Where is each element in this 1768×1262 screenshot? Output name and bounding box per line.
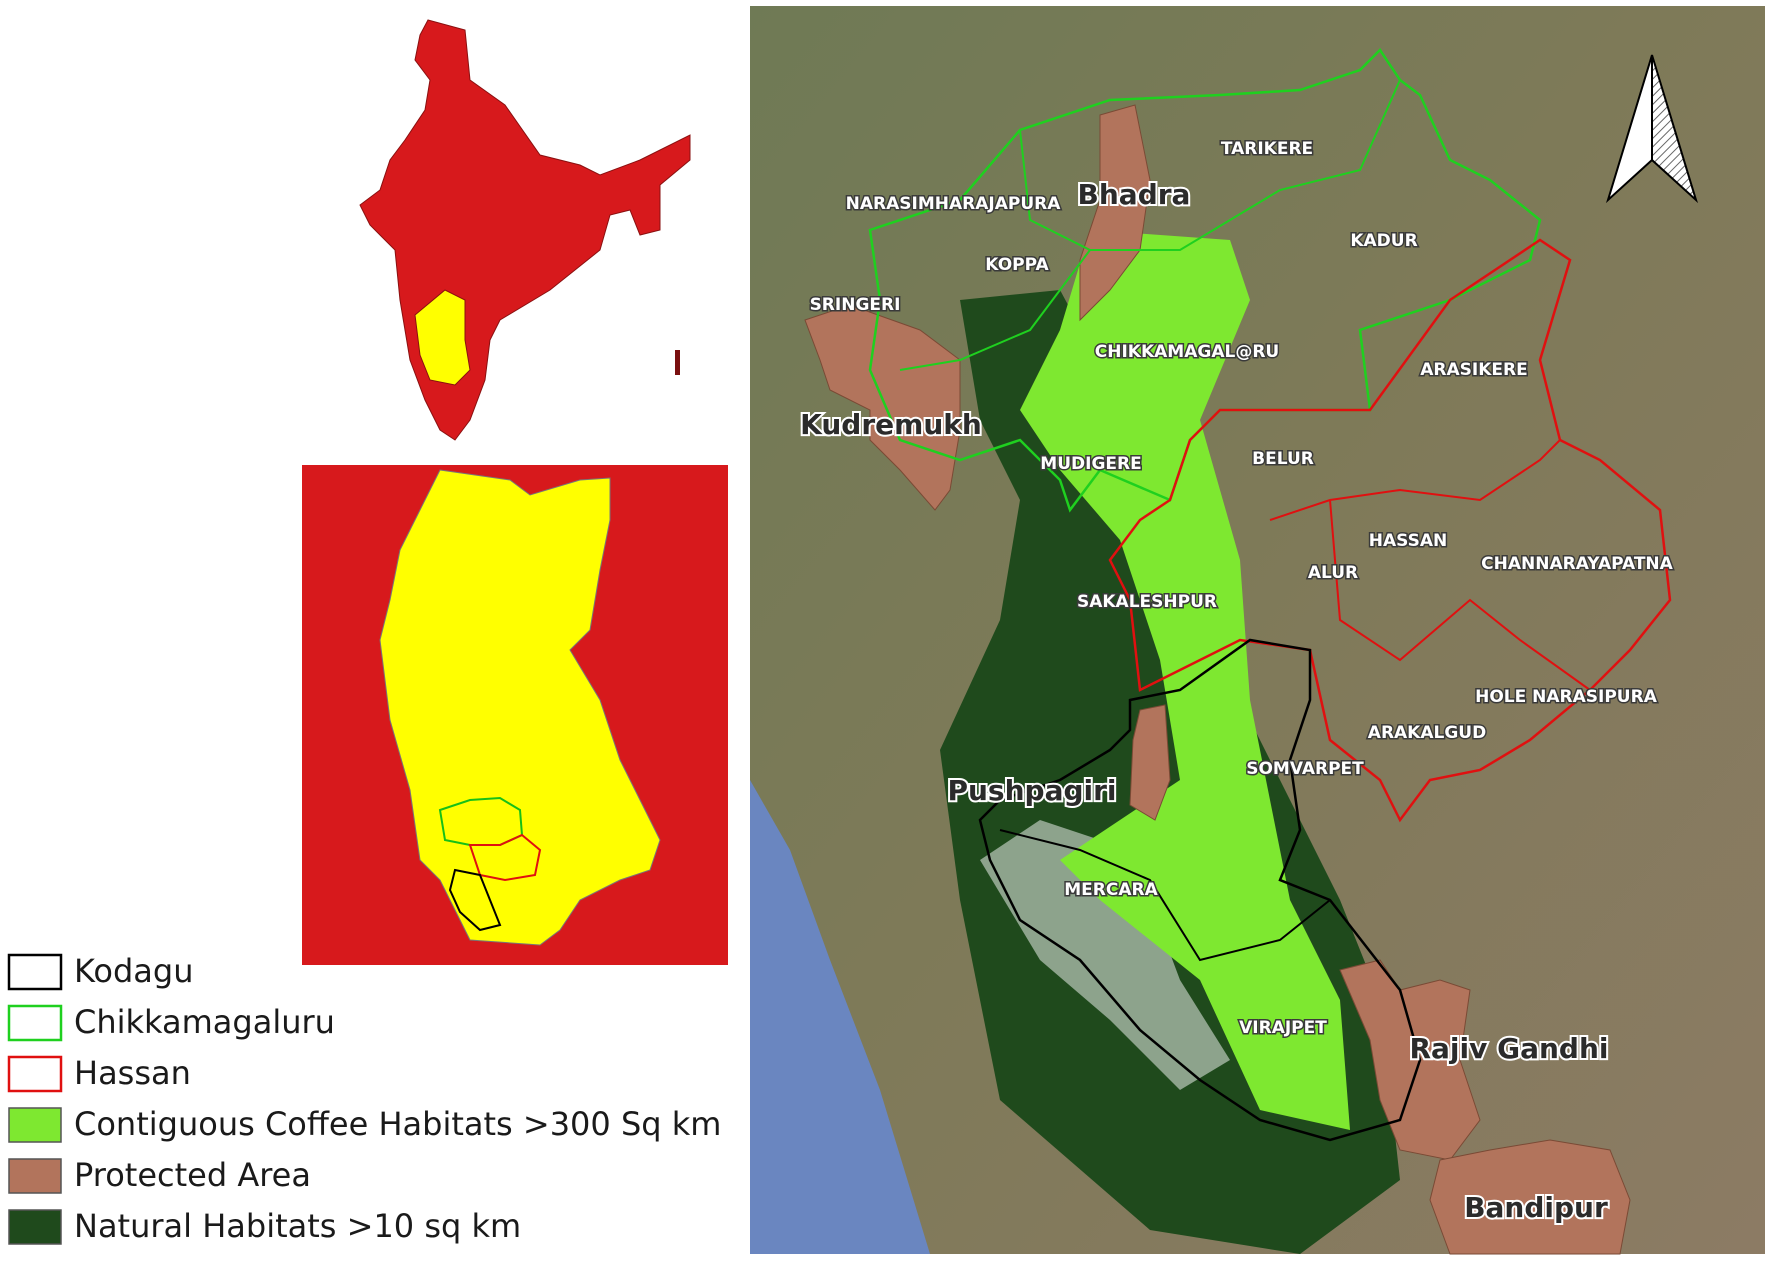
legend-swatch [8,1209,62,1245]
taluk-label: SAKALESHPUR [1077,592,1217,612]
protected-area-label: Bhadra [1078,178,1191,211]
kodagu-outline-small [448,868,502,932]
chikkamagaluru-taluk-lines-2 [899,249,1091,371]
kodagu-outline [978,638,1422,1142]
protected-area-label: Bandipur [1464,1191,1608,1224]
kodagu-taluk-lines [999,829,1331,962]
islands [675,350,680,375]
karnataka-highlight [414,289,471,386]
taluk-label: KADUR [1350,231,1417,251]
north-arrow-right [1651,54,1699,204]
legend-swatch [7,953,63,991]
bandipur-area [1429,1139,1631,1255]
labels: TARIKERE NARASIMHARAJAPURA KADUR KOPPA SRING… [798,138,1675,1227]
legend-swatch [7,1004,63,1042]
taluk-label: HASSAN [1369,531,1448,551]
hassan-taluk-lines-2 [1329,499,1591,691]
protected-area-label: Rajiv Gandhi [1409,1032,1608,1065]
pushpagiri-area [1129,704,1171,821]
taluk-label: SOMVARPET [1246,759,1364,779]
legend-swatch [8,1158,62,1194]
kudremukh-area [804,304,961,511]
taluk-label: NARASIMHARAJAPURA [846,194,1062,214]
karnataka [379,469,661,946]
cleared-patches [980,820,1230,1090]
taluk-label: CHANNARAYAPATNA [1481,554,1673,574]
taluk-label: ALUR [1308,563,1358,583]
legend-swatch [8,1107,62,1143]
legend-label: Contiguous Coffee Habitats >300 Sq km [74,1105,721,1143]
taluk-label: SRINGERI [810,295,901,315]
taluk-label: MUDIGERE [1040,454,1141,474]
legend-label: Protected Area [74,1156,311,1194]
protected-area-label: Kudremukh [800,408,982,441]
taluk-label: HOLE NARASIPURA [1475,687,1658,707]
legend-label: Kodagu [74,952,193,990]
taluk-label: MERCARA [1064,880,1158,900]
protected-areas [804,104,1631,1255]
protected-area-label: Pushpagiri [947,774,1116,807]
india [359,19,691,441]
hassan-outline [1108,238,1672,823]
taluk-label: BELUR [1252,449,1314,469]
coffee-habitats [1020,230,1350,1130]
bhadra-area [1079,104,1151,322]
taluk-label: VIRAJPET [1239,1018,1327,1038]
north-arrow [1605,54,1699,204]
taluk-label: TARIKERE [1221,139,1313,159]
hassan-outline-small [468,833,542,882]
hassan-taluk-lines [1269,439,1561,521]
taluk-label: ARASIKERE [1420,360,1527,380]
chikkamagaluru-taluk-lines [1019,79,1401,251]
main-map [750,6,1765,1255]
taluk-label: CHIKKAMAGAL@RU [1095,342,1279,362]
legend-label: Natural Habitats >10 sq km [74,1207,521,1245]
taluk-label: KOPPA [985,255,1049,275]
taluk-label: ARAKALGUD [1368,723,1486,743]
karnataka-inset [302,465,728,965]
legend-swatch [7,1055,63,1093]
legend-label: Hassan [74,1054,191,1092]
india-inset [359,19,691,441]
legend: Kodagu Chikkamagaluru Hassan Contiguous Cof… [7,952,721,1245]
sea [750,780,930,1254]
legend-label: Chikkamagaluru [74,1003,335,1041]
